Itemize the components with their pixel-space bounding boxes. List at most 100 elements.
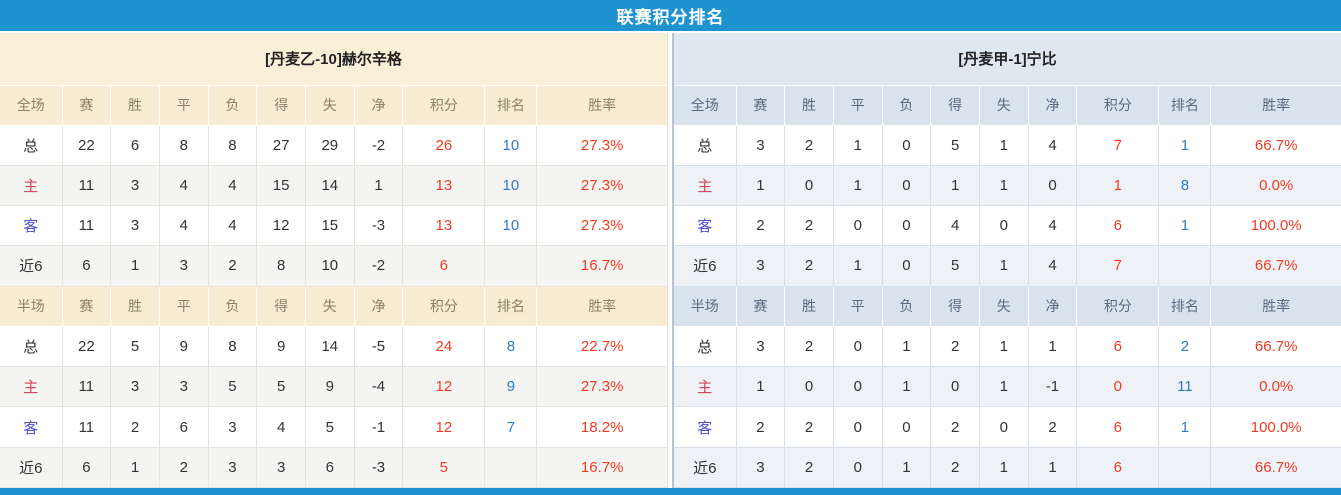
col-header: 负 — [881, 285, 932, 327]
stat-value: 1 — [110, 245, 160, 287]
stat-value: 2 — [1027, 406, 1078, 448]
stat-value: 0 — [832, 205, 883, 247]
stat-value: 6 — [1076, 406, 1160, 448]
stat-value: 11 — [61, 164, 112, 207]
full-match-body-left: 总 22 6 8 8 27 29 -2 26 10 27.3% 主 11 3 4 4 15 14 1 13 10 27.3… — [0, 124, 667, 287]
col-header: 净 — [353, 84, 404, 126]
stat-value: 2 — [784, 205, 834, 247]
stat-value: 4 — [256, 406, 306, 448]
col-header: 排名 — [484, 84, 538, 126]
bottom-accent-bar — [0, 488, 1341, 495]
stat-value: 18.2% — [536, 406, 667, 448]
col-header: 失 — [304, 285, 355, 327]
stat-value: 3 — [158, 366, 209, 408]
stat-value: 5 — [256, 366, 306, 408]
stat-value: 9 — [484, 366, 538, 408]
stat-value: 0 — [881, 245, 932, 287]
stat-value: 2 — [784, 406, 834, 448]
stat-value: 2 — [735, 205, 786, 247]
col-header: 赛 — [61, 285, 112, 327]
stat-value: 1 — [978, 245, 1029, 287]
col-header: 半场 — [674, 285, 737, 327]
stat-value: 13 — [402, 205, 486, 247]
row-label: 近6 — [0, 245, 63, 287]
col-header: 胜 — [110, 84, 160, 126]
stat-value: 24 — [402, 325, 486, 368]
stat-value: 9 — [256, 325, 306, 368]
stat-value: 4 — [207, 164, 258, 207]
stat-value: 26 — [402, 124, 486, 166]
stat-value: 10 — [484, 205, 538, 247]
col-header: 得 — [930, 285, 980, 327]
row-label: 近6 — [0, 446, 63, 489]
stats-row-home: 主 1 0 1 0 1 1 0 1 8 0.0% — [674, 164, 1341, 207]
stat-value: 2 — [1158, 325, 1212, 368]
stat-value: 15 — [304, 205, 355, 247]
stat-value: 6 — [110, 124, 160, 166]
stat-value: 2 — [784, 124, 834, 166]
stat-value: 0 — [832, 366, 883, 408]
col-header: 胜率 — [536, 285, 667, 327]
stat-value: 1 — [832, 164, 883, 207]
stats-row-total: 总 3 2 0 1 2 1 1 6 2 66.7% — [674, 325, 1341, 368]
stat-value: 3 — [110, 164, 160, 207]
stat-value: 2 — [930, 325, 980, 368]
row-label: 主 — [674, 366, 737, 408]
stat-value: 7 — [1076, 124, 1160, 166]
stat-value: 5 — [207, 366, 258, 408]
col-header: 得 — [256, 285, 306, 327]
stat-value: 6 — [402, 245, 486, 287]
col-header: 排名 — [1158, 84, 1212, 126]
stat-value: 1 — [1027, 325, 1078, 368]
stat-value: 2 — [784, 245, 834, 287]
stat-value: 13 — [402, 164, 486, 207]
stat-value: 3 — [735, 245, 786, 287]
row-label: 客 — [674, 406, 737, 448]
col-header: 胜 — [784, 285, 834, 327]
stat-value: 4 — [158, 164, 209, 207]
row-label: 客 — [0, 205, 63, 247]
stats-row-total: 总 22 6 8 8 27 29 -2 26 10 27.3% — [0, 124, 667, 166]
team-panels: [丹麦乙-10]赫尔辛格 全场 赛 胜 平 负 得 失 净 积分 排名 胜率 — [0, 33, 1341, 489]
half-match-header-row: 半场 赛 胜 平 负 得 失 净 积分 排名 胜率 — [674, 285, 1341, 327]
stat-value — [1158, 446, 1212, 489]
col-header: 全场 — [0, 84, 63, 126]
stat-value: 66.7% — [1210, 325, 1341, 368]
stat-value: 0 — [1027, 164, 1078, 207]
team-name: [丹麦甲-1]宁比 — [674, 33, 1341, 85]
stats-row-home: 主 11 3 4 4 15 14 1 13 10 27.3% — [0, 164, 667, 207]
col-header: 积分 — [1076, 84, 1160, 126]
half-match-body-right: 总 3 2 0 1 2 1 1 6 2 66.7% 主 1 0 0 1 0 1 -1 0 11 0.0% 客 2 2 0 0 2 0 2 6… — [674, 325, 1341, 489]
stat-value: 10 — [484, 124, 538, 166]
stat-value: 1 — [735, 366, 786, 408]
stat-value: 9 — [304, 366, 355, 408]
stats-row-recent: 近6 6 1 2 3 3 6 -3 5 16.7% — [0, 446, 667, 489]
stat-value: 0.0% — [1210, 366, 1341, 408]
stat-value: 1 — [832, 124, 883, 166]
col-header: 排名 — [484, 285, 538, 327]
stat-value: 0 — [930, 366, 980, 408]
stat-value: 6 — [61, 446, 112, 489]
stat-value: 0 — [881, 164, 932, 207]
stat-value: 1 — [978, 164, 1029, 207]
team-panel-left: [丹麦乙-10]赫尔辛格 全场 赛 胜 平 负 得 失 净 积分 排名 胜率 — [0, 33, 668, 489]
stat-value: -2 — [353, 245, 404, 287]
stat-value: 5 — [930, 124, 980, 166]
team-panel-right: [丹麦甲-1]宁比 全场 赛 胜 平 负 得 失 净 积分 排名 胜率 — [672, 33, 1341, 489]
stat-value: 100.0% — [1210, 406, 1341, 448]
stat-value: 12 — [256, 205, 306, 247]
stat-value: 0 — [832, 446, 883, 489]
row-label: 主 — [0, 366, 63, 408]
stat-value: 1 — [978, 124, 1029, 166]
stat-value: 66.7% — [1210, 446, 1341, 489]
col-header: 半场 — [0, 285, 63, 327]
stats-table-right: [丹麦甲-1]宁比 全场 赛 胜 平 负 得 失 净 积分 排名 胜率 — [674, 33, 1341, 489]
col-header: 平 — [832, 285, 883, 327]
stat-value: 2 — [784, 446, 834, 489]
stat-value: 8 — [207, 325, 258, 368]
stat-value: 5 — [110, 325, 160, 368]
stat-value: -3 — [353, 205, 404, 247]
stat-value: 3 — [158, 245, 209, 287]
stat-value: 6 — [1076, 205, 1160, 247]
stats-row-away: 客 11 2 6 3 4 5 -1 12 7 18.2% — [0, 406, 667, 448]
